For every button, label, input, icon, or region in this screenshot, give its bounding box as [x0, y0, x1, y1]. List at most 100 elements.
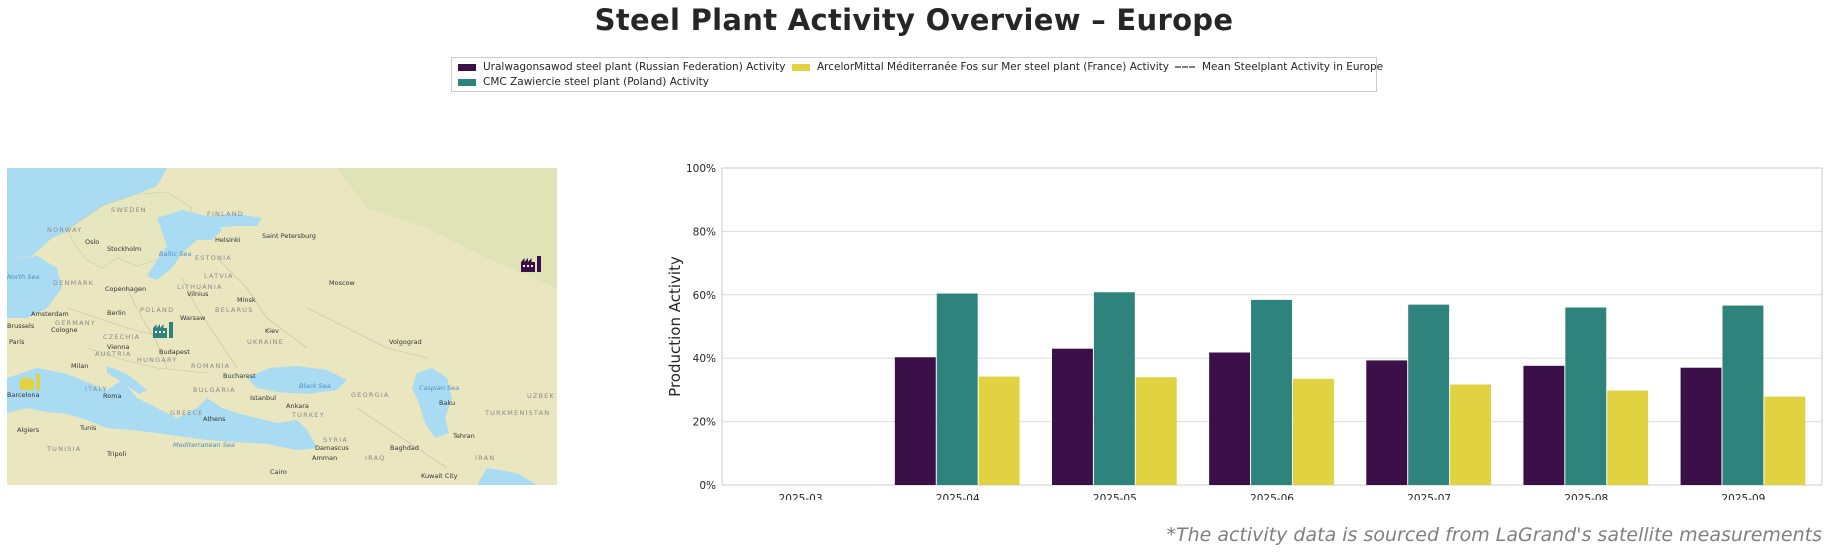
y-tick-label: 60% — [693, 290, 716, 302]
map-label-warsaw: Warsaw — [180, 314, 206, 322]
map-sea-mediterranean — [7, 368, 317, 450]
factory-icon-russia — [521, 256, 541, 272]
bar — [1209, 352, 1251, 485]
map-label-kiev: Kiev — [265, 327, 279, 335]
y-tick-label: 80% — [693, 226, 716, 238]
map-label-tripoli: Tripoli — [106, 450, 126, 458]
map-label-oslo: Oslo — [85, 238, 99, 246]
bar — [1366, 360, 1408, 485]
bar — [1722, 305, 1764, 485]
legend-item-russia: Uralwagonsawod steel plant (Russian Fede… — [458, 61, 785, 73]
map-label-cologne: Cologne — [51, 326, 78, 334]
x-tick-label: 2025-05 — [1093, 493, 1137, 500]
map-land-east — [337, 168, 557, 288]
map-label-berlin: Berlin — [107, 309, 126, 317]
bar — [894, 357, 936, 485]
map-label-iran: IRAN — [475, 454, 495, 462]
factory-icon-france — [20, 374, 40, 390]
map-gulf-finland — [207, 214, 262, 228]
bar — [1450, 384, 1491, 485]
x-tick-label: 2025-09 — [1721, 493, 1765, 500]
map-sea-north — [7, 168, 167, 260]
y-axis-label: Production Activity — [666, 256, 684, 397]
bar — [1251, 299, 1292, 485]
map-label-minsk: Minsk — [237, 296, 256, 304]
map-sea-northsea — [7, 256, 62, 318]
map-label-bucharest: Bucharest — [223, 372, 256, 380]
map-label-tehran: Tehran — [452, 432, 475, 440]
map-label-north-sea: North Sea — [7, 273, 39, 281]
map-label-damascus: Damascus — [315, 444, 349, 452]
map-label-istanbul: Istanbul — [250, 394, 276, 402]
europe-map-svg: SWEDEN FINLAND NORWAY ESTONIA LATVIA LIT… — [7, 168, 557, 485]
map-label-romania: ROMANIA — [191, 362, 230, 370]
map-label-belarus: BELARUS — [215, 306, 254, 314]
map-label-tunisia: TUNISIA — [46, 445, 81, 453]
map-label-caspian-sea: Caspian Sea — [419, 384, 459, 392]
y-tick-label: 100% — [686, 163, 716, 175]
y-tick-label: 20% — [693, 417, 716, 429]
y-tick-label: 40% — [693, 353, 716, 365]
legend-item-poland: CMC Zawiercie steel plant (Poland) Activ… — [458, 76, 709, 88]
map-label-moscow: Moscow — [329, 279, 356, 287]
map-label-barcelona: Barcelona — [7, 391, 39, 399]
map-label-cairo: Cairo — [270, 468, 287, 476]
map-label-vilnius: Vilnius — [187, 290, 209, 298]
bar — [1565, 307, 1607, 485]
map-label-latvia: LATVIA — [204, 272, 234, 280]
map-label-austria: AUSTRIA — [95, 350, 132, 358]
map-sea-gulf — [477, 468, 537, 485]
map-label-stockholm: Stockholm — [107, 245, 141, 253]
legend-dashed-line-mean — [1175, 66, 1195, 68]
map-label-baku: Baku — [439, 399, 455, 407]
bar — [1093, 292, 1135, 485]
bar — [1292, 378, 1334, 485]
bar — [1408, 304, 1450, 485]
map-label-amman: Amman — [312, 454, 337, 462]
x-tick-label: 2025-08 — [1564, 493, 1608, 500]
map-label-saint-petersburg: Saint Petersburg — [262, 232, 316, 240]
bar — [1135, 377, 1177, 485]
map-label-germany: GERMANY — [55, 319, 96, 327]
map-sea-baltic — [147, 210, 222, 280]
map-label-italy: ITALY — [85, 385, 108, 393]
activity-bar-chart: 0% 20% 40% 60% 80% 100% Production Activity 202… — [640, 160, 1828, 505]
legend-item-mean: Mean Steelplant Activity in Europe — [1175, 61, 1383, 73]
map-label-milan: Milan — [71, 362, 88, 370]
bar — [936, 293, 978, 485]
chart-legend: Uralwagonsawod steel plant (Russian Fede… — [451, 57, 1383, 92]
map-label-uzbek: UZBEK — [527, 392, 555, 400]
x-tick-label: 2025-03 — [779, 493, 823, 500]
data-source-footnote: *The activity data is sourced from LaGra… — [1166, 524, 1822, 546]
factory-icon-poland — [153, 322, 173, 338]
legend-swatch-poland — [458, 78, 476, 86]
bar — [1680, 367, 1722, 485]
europe-map: SWEDEN FINLAND NORWAY ESTONIA LATVIA LIT… — [7, 168, 557, 485]
map-label-bulgaria: BULGARIA — [193, 386, 236, 394]
map-label-budapest: Budapest — [159, 348, 190, 356]
bar — [1764, 396, 1806, 485]
map-label-czechia: CZECHIA — [103, 333, 140, 341]
map-label-lithuania: LITHUANIA — [177, 283, 223, 291]
map-label-black-sea: Black Sea — [299, 382, 331, 390]
map-label-algiers: Algiers — [17, 426, 40, 434]
x-tick-label: 2025-07 — [1407, 493, 1451, 500]
map-label-athens: Athens — [203, 415, 226, 423]
map-label-roma: Roma — [103, 392, 122, 400]
bar — [1607, 390, 1649, 485]
map-label-volgograd: Volgograd — [389, 338, 422, 346]
map-label-iraq: IRAQ — [365, 454, 385, 462]
legend-label-russia: Uralwagonsawod steel plant (Russian Fede… — [483, 61, 786, 73]
map-label-greece: GREECE — [170, 409, 204, 417]
map-label-kuwait-city: Kuwait City — [421, 472, 458, 480]
map-label-turkey: TURKEY — [291, 411, 325, 419]
map-label-georgia: GEORGIA — [351, 391, 390, 399]
map-label-syria: SYRIA — [323, 436, 348, 444]
bar — [1523, 365, 1565, 485]
map-sea-adriatic — [107, 366, 147, 394]
map-sea-caspian — [412, 368, 452, 438]
y-tick-label: 0% — [699, 480, 716, 492]
bar — [978, 376, 1020, 485]
map-label-poland: POLAND — [140, 306, 174, 314]
map-label-mediterranean-sea: Mediterranean Sea — [173, 441, 235, 449]
